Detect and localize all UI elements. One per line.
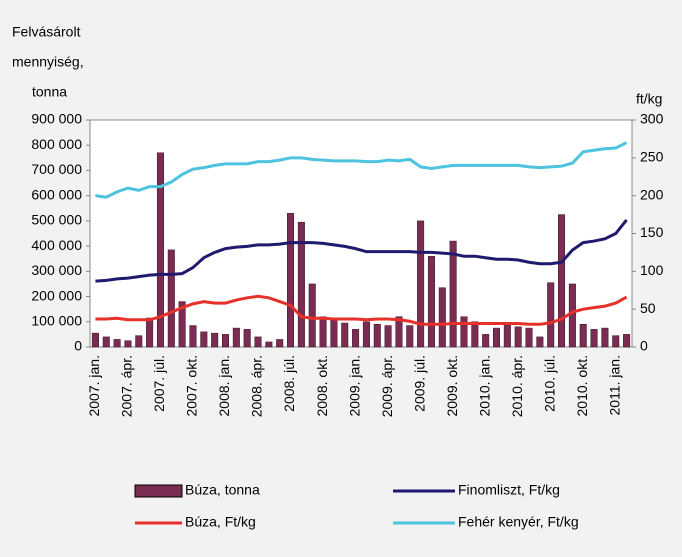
bar bbox=[265, 341, 273, 348]
y-axis-label: Felvásárolt bbox=[12, 24, 81, 40]
bar bbox=[558, 214, 566, 348]
bar bbox=[113, 339, 121, 348]
bar bbox=[124, 340, 132, 348]
y-tick-label: 100 000 bbox=[31, 312, 82, 328]
line bbox=[95, 218, 628, 283]
bar bbox=[297, 221, 305, 348]
bar bbox=[330, 319, 338, 348]
x-tick-label: 2010. ápr. bbox=[509, 355, 525, 417]
bar bbox=[590, 329, 598, 348]
bar bbox=[243, 329, 251, 348]
bar bbox=[232, 327, 240, 348]
legend-swatch bbox=[134, 484, 183, 498]
bar bbox=[601, 327, 609, 348]
bar bbox=[514, 326, 522, 348]
bar bbox=[352, 329, 360, 348]
bar bbox=[276, 339, 284, 348]
y-tick-label: 400 000 bbox=[31, 237, 82, 253]
bar bbox=[438, 287, 446, 348]
line bbox=[95, 294, 628, 326]
bar bbox=[373, 324, 381, 348]
x-tick-label: 2010. okt. bbox=[574, 355, 590, 417]
y-tick-label: 0 bbox=[74, 338, 82, 354]
legend-label: Finomliszt, Ft/kg bbox=[458, 482, 560, 498]
bar bbox=[471, 321, 479, 348]
bar bbox=[568, 283, 576, 348]
x-tick-label: 2010. jan. bbox=[476, 355, 492, 417]
y2-tick-label: 300 bbox=[640, 111, 664, 127]
legend-label: Búza, tonna bbox=[185, 482, 260, 498]
bar bbox=[102, 336, 110, 348]
bar bbox=[623, 334, 631, 348]
x-tick-label: 2007. okt. bbox=[184, 355, 200, 417]
bar bbox=[341, 322, 349, 348]
bar bbox=[167, 249, 175, 348]
x-tick-label: 2009. ápr. bbox=[379, 355, 395, 417]
line bbox=[95, 141, 628, 199]
x-tick-label: 2009. okt. bbox=[444, 355, 460, 417]
legend-label: Búza, Ft/kg bbox=[185, 514, 256, 530]
y-tick-label: 500 000 bbox=[31, 212, 82, 228]
bar bbox=[211, 332, 219, 348]
bar bbox=[362, 321, 370, 348]
bar bbox=[579, 324, 587, 348]
bar bbox=[460, 316, 468, 348]
bar bbox=[427, 255, 435, 348]
bar bbox=[547, 282, 555, 348]
legend-label: Fehér kenyér, Ft/kg bbox=[458, 514, 579, 530]
bar bbox=[406, 325, 414, 348]
bar bbox=[384, 325, 392, 348]
y2-tick-label: 150 bbox=[640, 224, 664, 240]
x-tick-label: 2008. jan. bbox=[216, 355, 232, 417]
x-tick-label: 2008. okt. bbox=[314, 355, 330, 417]
bar bbox=[319, 316, 327, 348]
bar bbox=[200, 331, 208, 348]
x-tick-label: 2009. júl. bbox=[411, 355, 427, 412]
y-tick-label: 700 000 bbox=[31, 161, 82, 177]
y-tick-label: 200 000 bbox=[31, 287, 82, 303]
bar bbox=[254, 336, 262, 348]
x-tick-label: 2008. júl. bbox=[281, 355, 297, 412]
y-axis-label: mennyiség, bbox=[12, 54, 84, 70]
bar bbox=[178, 301, 186, 348]
bar bbox=[287, 213, 295, 348]
bar bbox=[482, 334, 490, 348]
y-tick-label: 600 000 bbox=[31, 186, 82, 202]
bar bbox=[449, 240, 457, 348]
bar bbox=[156, 152, 164, 348]
x-tick-label: 2010. júl. bbox=[541, 355, 557, 412]
bar bbox=[525, 327, 533, 348]
x-tick-label: 2007. júl. bbox=[151, 355, 167, 412]
y2-tick-label: 50 bbox=[640, 300, 656, 316]
bar bbox=[536, 336, 544, 348]
y2-tick-label: 250 bbox=[640, 149, 664, 165]
bar bbox=[612, 335, 620, 348]
y-axis-label: tonna bbox=[32, 84, 67, 100]
bar bbox=[492, 327, 501, 348]
x-tick-label: 2011. jan. bbox=[606, 355, 622, 415]
bar bbox=[146, 317, 154, 348]
bar bbox=[417, 220, 425, 348]
y-tick-label: 300 000 bbox=[31, 262, 82, 278]
bar bbox=[221, 334, 230, 348]
bar bbox=[395, 316, 403, 348]
bar bbox=[503, 324, 511, 348]
y2-tick-label: 0 bbox=[640, 338, 648, 354]
bar bbox=[189, 325, 197, 348]
y2-axis-label: ft/kg bbox=[636, 91, 662, 107]
x-tick-label: 2008. ápr. bbox=[249, 355, 265, 417]
y2-tick-label: 200 bbox=[640, 186, 664, 202]
y-tick-label: 800 000 bbox=[31, 136, 82, 152]
x-tick-label: 2007. ápr. bbox=[119, 355, 135, 417]
bar bbox=[91, 332, 99, 348]
x-tick-label: 2007. jan. bbox=[86, 355, 102, 417]
bar bbox=[135, 335, 143, 348]
bar bbox=[308, 283, 316, 348]
y2-tick-label: 100 bbox=[640, 262, 664, 278]
y-tick-label: 900 000 bbox=[31, 111, 82, 127]
x-tick-label: 2009. jan. bbox=[346, 355, 362, 417]
